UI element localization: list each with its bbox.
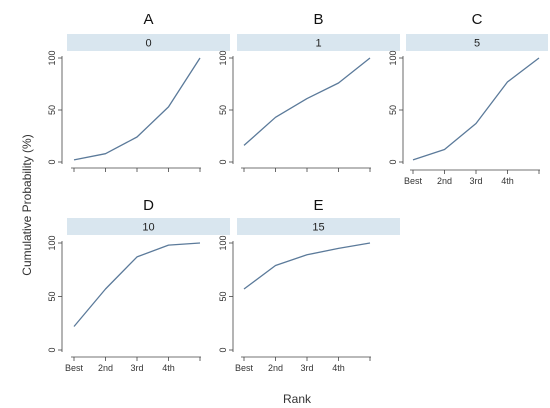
y-axis-title: Cumulative Probability (%) (20, 134, 34, 275)
x-tick-label: 3rd (130, 363, 143, 373)
series-line (243, 57, 371, 146)
panel-e: E 15 0 50 100 Best 2nd 3rd 4th (218, 197, 400, 373)
x-tick-label: 2nd (437, 176, 452, 186)
panel-letter: A (143, 11, 153, 28)
x-tick-label: 3rd (469, 176, 482, 186)
x-tick-label: 2nd (98, 363, 113, 373)
series-line (243, 242, 371, 290)
y-tick-label: 50 (218, 291, 228, 301)
y-tick-label: 0 (388, 159, 398, 164)
x-tick-label: 4th (332, 363, 345, 373)
y-tick-label: 100 (388, 50, 398, 65)
series-line (73, 242, 201, 327)
y-tick-label: 50 (47, 105, 57, 115)
x-tick-label: 2nd (268, 363, 283, 373)
strip-label: 1 (315, 38, 321, 50)
x-axis-title: Rank (283, 392, 312, 406)
strip-label: 15 (312, 222, 324, 234)
strip-label: 5 (474, 38, 480, 50)
y-tick-label: 100 (47, 235, 57, 250)
panel-a: A 0 0 50 100 (47, 11, 230, 172)
panel-strip (237, 218, 400, 235)
x-tick-label: Best (65, 363, 84, 373)
x-tick-label: 4th (162, 363, 175, 373)
panel-strip (67, 218, 230, 235)
y-tick-label: 0 (47, 347, 57, 352)
strip-label: 10 (142, 222, 154, 234)
x-tick-label: 4th (501, 176, 514, 186)
series-line (73, 57, 201, 161)
panel-b: B 1 0 50 100 (218, 11, 400, 172)
y-tick-label: 50 (388, 105, 398, 115)
y-tick-label: 50 (47, 291, 57, 301)
y-tick-label: 100 (218, 235, 228, 250)
x-tick-label: Best (404, 176, 423, 186)
y-tick-label: 50 (218, 105, 228, 115)
y-tick-label: 0 (218, 347, 228, 352)
y-tick-label: 0 (218, 159, 228, 164)
panel-letter: C (472, 11, 483, 28)
panel-letter: D (143, 197, 154, 214)
panel-strip (406, 34, 548, 51)
panel-strip (237, 34, 400, 51)
panel-letter: E (313, 197, 323, 214)
y-tick-label: 100 (47, 50, 57, 65)
series-line (412, 57, 540, 161)
strip-label: 0 (145, 38, 151, 50)
y-tick-label: 100 (218, 50, 228, 65)
y-tick-label: 0 (47, 159, 57, 164)
x-tick-label: 3rd (300, 363, 313, 373)
panel-letter: B (313, 11, 323, 28)
panel-strip (67, 34, 230, 51)
x-tick-label: Best (235, 363, 254, 373)
